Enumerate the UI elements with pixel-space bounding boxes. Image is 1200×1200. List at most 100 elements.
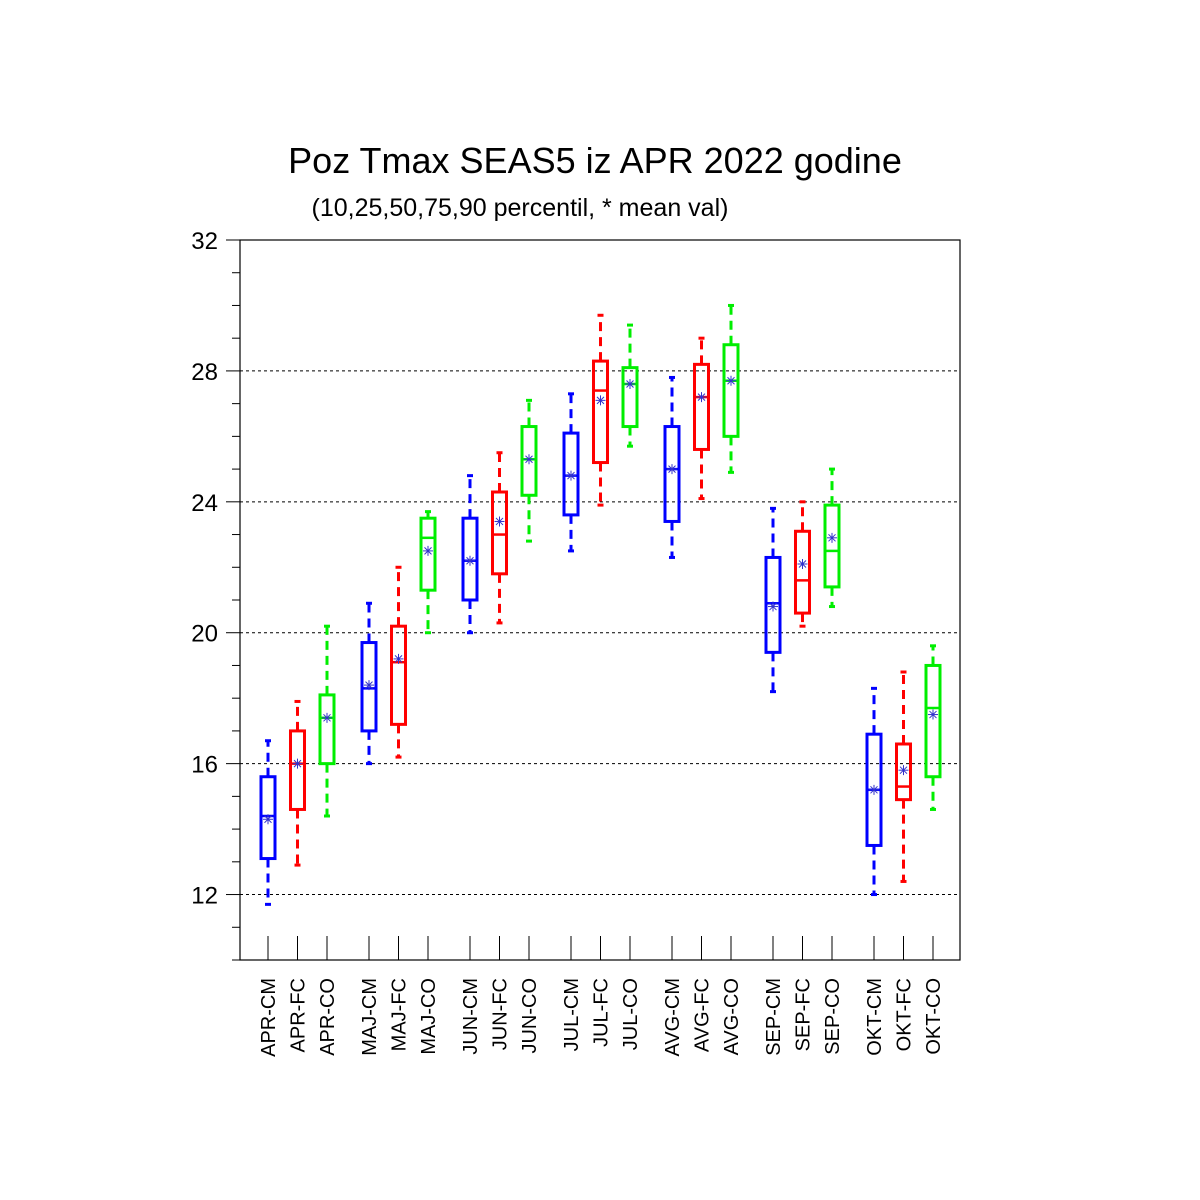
- mean-marker: [322, 712, 332, 723]
- y-axis: 12 16 20 24 28 32: [191, 228, 240, 961]
- mean-marker: [393, 653, 404, 664]
- box-sep-cm: [764, 506, 782, 694]
- y-tick-label-24: 24: [191, 490, 218, 517]
- y-tick-label-20: 20: [191, 621, 218, 648]
- box-jun-cm: [461, 474, 479, 635]
- mean-marker-d2: [525, 455, 533, 464]
- iqr-box: [924, 663, 942, 779]
- box-okt-cm: [865, 686, 883, 897]
- mean-marker: [827, 532, 837, 543]
- boxes: [259, 303, 942, 906]
- x-tick-label-avg-fc: AVG-FC: [692, 978, 714, 1052]
- box-sep-fc: [794, 500, 811, 628]
- x-tick-label-maj-co: MAJ-CO: [418, 978, 440, 1055]
- x-tick-label-sep-fc: SEP-FC: [793, 978, 815, 1051]
- mean-marker-d2: [626, 380, 634, 388]
- iqr-box: [491, 490, 508, 576]
- iqr-box: [693, 362, 710, 451]
- x-tick-label-maj-fc: MAJ-FC: [389, 978, 411, 1051]
- plot-frame: [239, 239, 961, 961]
- chart-subtitle: (10,25,50,75,90 percentil, * mean val): [312, 194, 729, 222]
- x-tick-label-sep-co: SEP-CO: [822, 978, 844, 1055]
- mean-marker-d2: [899, 766, 908, 775]
- mean-marker: [928, 709, 938, 720]
- mean-marker: [696, 392, 707, 403]
- x-tick-label-apr-cm: APR-CM: [258, 978, 280, 1057]
- iqr-box: [520, 425, 538, 497]
- mean-marker-d2: [495, 517, 504, 526]
- mean-marker: [797, 559, 808, 569]
- iqr-box: [289, 729, 306, 811]
- mean-marker: [768, 601, 778, 612]
- box-okt-co: [924, 644, 942, 811]
- x-tick-label-okt-co: OKT-CO: [923, 978, 945, 1055]
- box-jun-fc: [491, 451, 508, 625]
- iqr-box: [318, 693, 336, 766]
- iqr-box: [823, 503, 841, 589]
- y-tick-label-12: 12: [191, 883, 218, 910]
- mean-marker: [364, 680, 374, 691]
- mean-marker: [292, 758, 303, 769]
- box-apr-co: [318, 624, 336, 818]
- mean-marker: [595, 395, 606, 406]
- mean-marker: [524, 454, 534, 465]
- iqr-box: [621, 366, 639, 429]
- mean-marker-d2: [567, 471, 575, 480]
- mean-marker-d2: [697, 393, 706, 401]
- mean-marker-d2: [870, 785, 878, 794]
- iqr-box: [360, 641, 378, 733]
- box-apr-cm: [259, 739, 277, 906]
- mean-marker-d2: [466, 556, 474, 565]
- box-jun-co: [520, 398, 538, 543]
- x-tick-label-okt-fc: OKT-FC: [894, 978, 916, 1051]
- mean-marker: [625, 379, 635, 389]
- x-tick-label-jun-fc: JUN-FC: [490, 978, 512, 1050]
- x-tick-label-okt-cm: OKT-CM: [864, 978, 886, 1056]
- x-axis-labels: APR-CM APR-FC APR-CO MAJ-CM MAJ-FC MAJ-CO JUN-…: [258, 936, 945, 1057]
- chart-title: Poz Tmax SEAS5 iz APR 2022 godine: [288, 140, 902, 181]
- x-tick-label-apr-co: APR-CO: [317, 978, 339, 1056]
- mean-marker-d2: [424, 547, 432, 555]
- x-tick-label-apr-fc: APR-FC: [288, 978, 310, 1052]
- mean-marker: [869, 784, 879, 795]
- y-tick-label-32: 32: [191, 228, 218, 255]
- mean-marker-d2: [727, 376, 735, 385]
- mean-marker-d2: [769, 602, 777, 611]
- iqr-box: [592, 359, 609, 465]
- mean-marker-d2: [596, 396, 605, 405]
- x-tick-label-maj-cm: MAJ-CM: [359, 978, 381, 1056]
- box-maj-co: [419, 510, 437, 635]
- box-avg-cm: [663, 375, 681, 559]
- mean-marker: [494, 516, 505, 527]
- mean-marker: [898, 765, 909, 776]
- box-sep-co: [823, 467, 841, 609]
- box-avg-fc: [693, 336, 710, 501]
- box-jul-co: [621, 323, 639, 448]
- x-tick-label-avg-co: AVG-CO: [721, 978, 743, 1055]
- iqr-box: [663, 425, 681, 523]
- iqr-box: [259, 775, 277, 861]
- box-okt-fc: [895, 670, 912, 883]
- mean-marker: [423, 545, 433, 556]
- x-tick-label-jul-cm: JUL-CM: [561, 978, 583, 1051]
- mean-marker: [726, 375, 736, 386]
- x-tick-label-jul-fc: JUL-FC: [591, 978, 613, 1047]
- mean-marker-d2: [929, 710, 937, 719]
- mean-marker: [667, 464, 677, 475]
- iqr-box: [390, 624, 407, 726]
- iqr-box: [722, 343, 740, 438]
- x-tick-label-avg-cm: AVG-CM: [662, 978, 684, 1057]
- x-tick-label-jul-co: JUL-CO: [620, 978, 642, 1050]
- mean-marker-d2: [323, 713, 331, 722]
- mean-marker-d2: [394, 655, 403, 663]
- box-apr-fc: [289, 699, 306, 867]
- x-tick-label-sep-cm: SEP-CM: [763, 978, 785, 1056]
- iqr-box: [764, 555, 782, 654]
- mean-marker-d2: [365, 681, 373, 689]
- mean-marker: [566, 470, 576, 481]
- y-tick-label-16: 16: [191, 752, 218, 779]
- mean-marker-d2: [668, 465, 676, 473]
- mean-marker-d2: [798, 560, 807, 568]
- iqr-box: [419, 516, 437, 592]
